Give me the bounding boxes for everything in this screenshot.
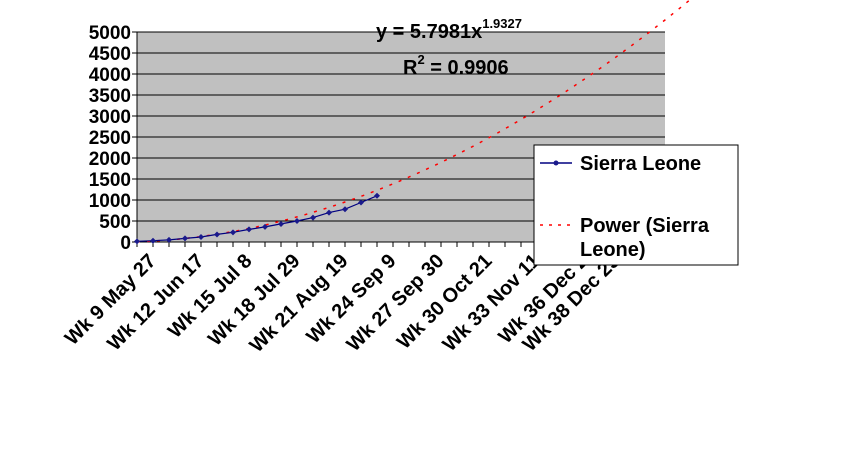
r-squared-exponent: 2 [417,52,424,67]
y-tick-label: 3500 [89,86,131,107]
legend-label-power-line1: Power (Sierra [580,215,710,237]
y-tick-label: 0 [120,233,131,254]
legend-label-power: Power (Sierra Leone) [580,215,715,261]
r-squared-value: = 0.9906 [425,57,509,79]
svg-text:R2 = 0.9906: R2 = 0.9906 [403,52,509,79]
equation-exponent: 1.9327 [482,16,522,31]
legend-label-power-line2: Leone) [580,239,646,261]
data-point [278,220,284,227]
data-point [230,229,236,236]
trendline-equation: y = 5.7981x1.9327 R2 = 0.9906 [376,16,522,79]
y-tick-label: 2500 [89,128,131,149]
data-point [358,199,364,206]
r-squared-label: R [403,57,418,79]
series-sierra-leone [134,192,380,245]
legend: Sierra Leone Power (Sierra Leone) [533,144,739,266]
y-tick-label: 5000 [89,23,131,44]
data-point [134,238,140,245]
data-point [262,223,268,230]
svg-text:y = 5.7981x1.9327: y = 5.7981x1.9327 [376,16,522,43]
data-point [246,226,252,233]
gridlines [137,31,665,222]
data-point [326,209,332,216]
data-point [374,192,380,199]
data-point [214,231,220,238]
equation-text: y = 5.7981x [376,21,482,43]
data-point [150,237,156,244]
series-line [136,195,378,242]
y-tick-label: 4500 [89,44,131,65]
y-tick-label: 3000 [89,107,131,128]
y-tick-label: 1000 [89,191,131,212]
data-point [342,206,348,213]
data-point [310,214,316,221]
data-point [166,236,172,243]
y-tick-label: 2000 [89,149,131,170]
data-point [198,233,204,240]
data-point [182,235,188,242]
legend-box [533,144,739,266]
legend-marker-sierra-leone [553,160,559,166]
y-tick-label: 500 [99,212,131,233]
legend-label-sierra-leone: Sierra Leone [580,153,701,175]
y-tick-label: 1500 [89,170,131,191]
y-tick-label: 4000 [89,65,131,86]
data-point [294,218,300,224]
